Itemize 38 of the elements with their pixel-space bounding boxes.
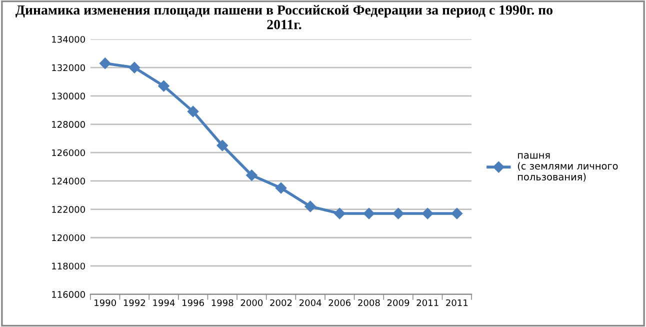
- x-tick-label: 1994: [153, 299, 175, 306]
- chart-title: Динамика изменения площади пашени в Российской Федерации за период с 1990г. по 2011г.: [16, 4, 552, 30]
- x-tick-label: 1990: [94, 299, 116, 306]
- y-tick-label: 116000: [52, 291, 85, 298]
- x-tick-label: 2011: [446, 299, 468, 306]
- x-tick-label: 1992: [124, 299, 145, 306]
- point: [422, 208, 434, 220]
- y-tick-label: 118000: [52, 262, 85, 270]
- x-tick-label: 1996: [182, 299, 204, 306]
- y-tick-label: 122000: [52, 206, 85, 213]
- point: [128, 62, 140, 74]
- point: [216, 140, 228, 152]
- y-tick-label: 132000: [52, 64, 85, 72]
- point: [363, 208, 375, 220]
- point: [246, 170, 258, 181]
- point: [187, 106, 199, 118]
- x-tick-label: 2002: [270, 299, 292, 306]
- point: [392, 208, 404, 220]
- legend-label: пашня (с землями личного пользования): [518, 153, 618, 182]
- point: [158, 80, 170, 92]
- point: [304, 200, 316, 212]
- y-tick-label: 130000: [52, 92, 85, 100]
- y-tick-label: 126000: [52, 149, 85, 156]
- x-tick-label: 2011: [416, 299, 438, 306]
- x-tick-label: 2000: [240, 299, 263, 306]
- x-tick-label: 2008: [358, 299, 380, 306]
- y-tick-label: 128000: [52, 120, 85, 128]
- x-tick-label: 2004: [300, 299, 322, 306]
- x-tick-label: 2006: [328, 299, 351, 306]
- x-tick-label: 1998: [212, 299, 234, 306]
- x-tick-label: 2009: [387, 299, 410, 306]
- point: [275, 182, 287, 194]
- point: [99, 58, 111, 69]
- y-tick-label: 120000: [52, 234, 85, 242]
- point: [334, 208, 346, 220]
- y-tick-label: 124000: [52, 178, 85, 184]
- y-tick-label: 134000: [52, 36, 85, 43]
- point: [451, 208, 463, 220]
